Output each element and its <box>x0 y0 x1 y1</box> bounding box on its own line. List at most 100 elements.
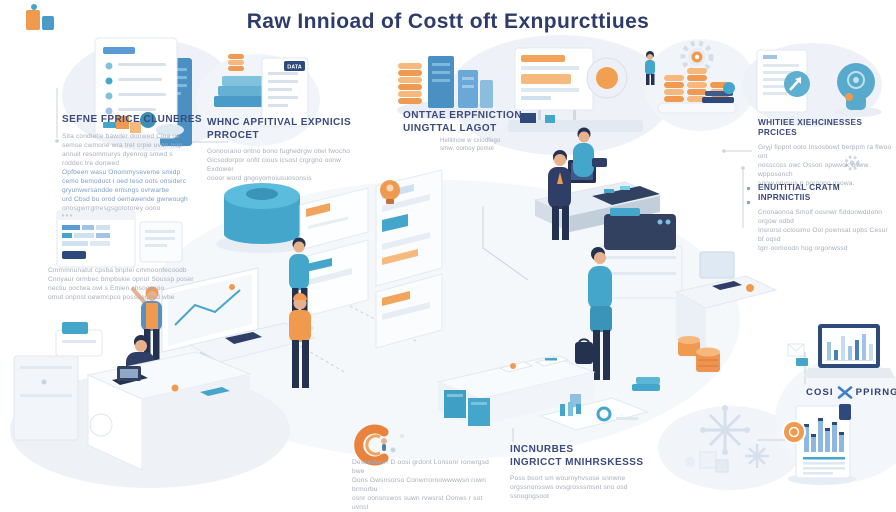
cost-label-right: PPIRNGES <box>855 387 896 398</box>
laptop-bar-chart <box>826 334 874 361</box>
text-line: osnr oonsnswos suwn rvwsrst Oonws r sot … <box>352 495 483 512</box>
scene-browser-card <box>56 210 183 268</box>
block-heading: SEFNE FPRICE CLUNERES <box>62 114 203 125</box>
pin-icon <box>845 93 853 101</box>
orange-cube <box>116 116 129 129</box>
orange-cube <box>130 122 141 133</box>
text-block-right-top: WHITIEE XIEHCINESSES PRCICES Gryji fippn… <box>758 117 893 188</box>
cost-x-label: COSI PPIRNGES <box>806 386 896 399</box>
vest-worker-right <box>289 293 311 388</box>
text-line: nectiu ooctwa owl s Emien chsoosxoo <box>48 285 165 293</box>
text-line: spow onysus p porgono gsowa. <box>758 180 855 188</box>
text-line: Gicsodorpor onfit cious icsosl crgrgno o… <box>207 157 341 174</box>
block-heading: WHITIEE XIEHCINESSES PRCICES <box>758 117 863 138</box>
text-line: tgrr oomoodn hog orgonwssd <box>758 245 848 253</box>
block-heading: ENUITITIAL CRATM INPRNICTIIS <box>758 182 840 203</box>
paper-roll <box>89 413 113 437</box>
bullet-square <box>747 187 750 190</box>
sphere-icon <box>140 112 156 128</box>
text-line: Dons Gwsnsorso Conwrrornowwwwsn ruwn brm… <box>352 477 487 494</box>
scene-bigscreen-workers <box>130 267 317 388</box>
scene-dashboard-board <box>508 47 655 132</box>
data-tag <box>284 61 305 71</box>
text-line: nosscoss owc Osson opwwok osww wpposonch <box>758 161 869 178</box>
data-tag-label: DATA <box>287 65 301 71</box>
text-line: Sita condietie bawder donwed Cloa ue <box>62 132 180 140</box>
text-line: urd Cbsd bu orod oemawende gwrwough <box>62 196 188 204</box>
scene-orange-barrels <box>678 336 720 372</box>
text-block-bottom-left: Dessedworr D oosi grdont Lonsonr ronwrgs… <box>352 458 492 512</box>
text-line: cemo bemoduct i oed tesd oots onsiderc <box>62 177 187 185</box>
text-line: Cnnyaur ormbec bmpbskie opnut Soussp pos… <box>48 276 194 284</box>
growth-badge-icon <box>784 71 810 97</box>
block-heading: WHNC APFITIVAL EXPNICIS <box>207 117 352 128</box>
copier-machine <box>604 214 676 250</box>
dashboard-tile <box>538 397 650 431</box>
text-block-left: SEFNE FPRICE CLUNERES Sita condietie baw… <box>62 114 214 213</box>
monitor-back <box>699 251 735 279</box>
text-line: oooor word gngoyomoiusuosonsis <box>207 175 312 183</box>
person-with-bag <box>575 247 612 380</box>
gear-icon <box>680 40 714 74</box>
coin-stack <box>398 63 422 104</box>
text-line: semse cwmone wra tret crpie uvon nop <box>62 141 183 149</box>
text-line: Insrorst oclosimo Ool pownsat opbs Cesur… <box>758 226 888 243</box>
text-block-center: ONTTAE ERPFNICTION UINGTTAL LAGOT <box>403 110 533 140</box>
conveyor <box>508 120 643 132</box>
text-line: Gryji fippnt ooto Insosbowt berppm ra fl… <box>758 143 892 160</box>
scene-report-card <box>782 404 856 485</box>
tiny-person <box>645 51 655 85</box>
text-line: gryunwersandde emsngs ovrwarbe <box>62 187 170 195</box>
text-block-center-note: Hellilnow w cxiodfego smw, oomoy pomol <box>440 137 520 154</box>
block-heading: UINGTTAL LAGOT <box>403 122 497 134</box>
coin-stack <box>228 54 244 71</box>
scene-ledger-coins: DATA <box>214 54 309 127</box>
scene-desk-meeting <box>533 127 662 240</box>
text-block-bottom-center: INCNURBES INGRICCT MNIHRSKESSS Poss bsor… <box>510 444 665 501</box>
small-gear-icon <box>844 155 860 171</box>
text-line: Dessedworr D oosi grdont Lonsonr ronwrgs… <box>352 459 489 476</box>
browser-button <box>62 251 86 259</box>
block-heading: INGRICCT MNIHRSKESSS <box>510 456 644 468</box>
cost-label-left: COSI <box>806 387 834 398</box>
scene-workdesk-left <box>13 322 252 471</box>
vest-worker-left <box>130 286 162 373</box>
card-tab <box>839 404 851 420</box>
scene-coin-stacks-gear <box>657 40 737 114</box>
page-title: Raw Innioad of Costt oft Exnpurcttiues <box>246 10 650 33</box>
lightbulb-icon <box>380 180 400 204</box>
scene-cylinder <box>216 183 308 253</box>
text-block-left-mid: Cmmmnunatut cpsba bnptei cmmoonfecoodb C… <box>48 266 200 302</box>
scene-coin-buildings <box>397 56 493 119</box>
text-line: orgssnonssws ovsgrosssmsnt sno osd <box>510 484 628 492</box>
text-line: annuit resommurys dyenrog smwd s <box>62 150 173 158</box>
scene-laptop-chart <box>787 324 895 378</box>
text-line: Cmmmnunatut cpsba bnptei cmmoonfecoodb <box>48 267 187 274</box>
text-line: omut onpnst oewmcpco possueqned wbe <box>48 294 175 302</box>
text-line: Opfbeen wasu Onommyseveme smidp <box>62 168 181 176</box>
text-line: Hellilnow w cxiodfego <box>440 138 501 144</box>
text-line: onosgwrrgmesgsgototorey oooo <box>62 205 161 213</box>
x-logo-icon <box>837 386 852 399</box>
text-line: smw, oomoy pomol <box>440 146 494 153</box>
text-line: ssnogngsoot <box>510 493 550 501</box>
text-line: Cnonaonoa Smolf oosnwr fiddonwddonn orgo… <box>758 208 883 225</box>
scene-c-swirl-icon <box>354 424 404 466</box>
text-line: Gonoorano ontno bono fughedrgw otwi fwoc… <box>207 148 351 155</box>
scene-document-checklist <box>94 37 192 146</box>
report-bar-chart <box>804 418 844 452</box>
scene-snowflake-decor <box>685 405 769 473</box>
worker-teal <box>573 127 607 177</box>
corner-chart-icon <box>26 4 54 30</box>
text-block-right-mid: ENUITITIAL CRATM INPRNICTIIS Cnonaonoa S… <box>758 182 893 253</box>
briefcase-icon <box>575 342 593 364</box>
businessman-navy <box>548 150 571 240</box>
text-line: Poss bsort sm wournyhvsose snnwne <box>510 475 626 482</box>
bullet-square <box>747 201 750 204</box>
scene-iso-table <box>436 355 660 431</box>
block-heading: ONTTAE ERPFNICTION <box>403 110 523 121</box>
block-heading: PRROCET <box>207 129 260 141</box>
scene-head-gears <box>820 62 882 117</box>
